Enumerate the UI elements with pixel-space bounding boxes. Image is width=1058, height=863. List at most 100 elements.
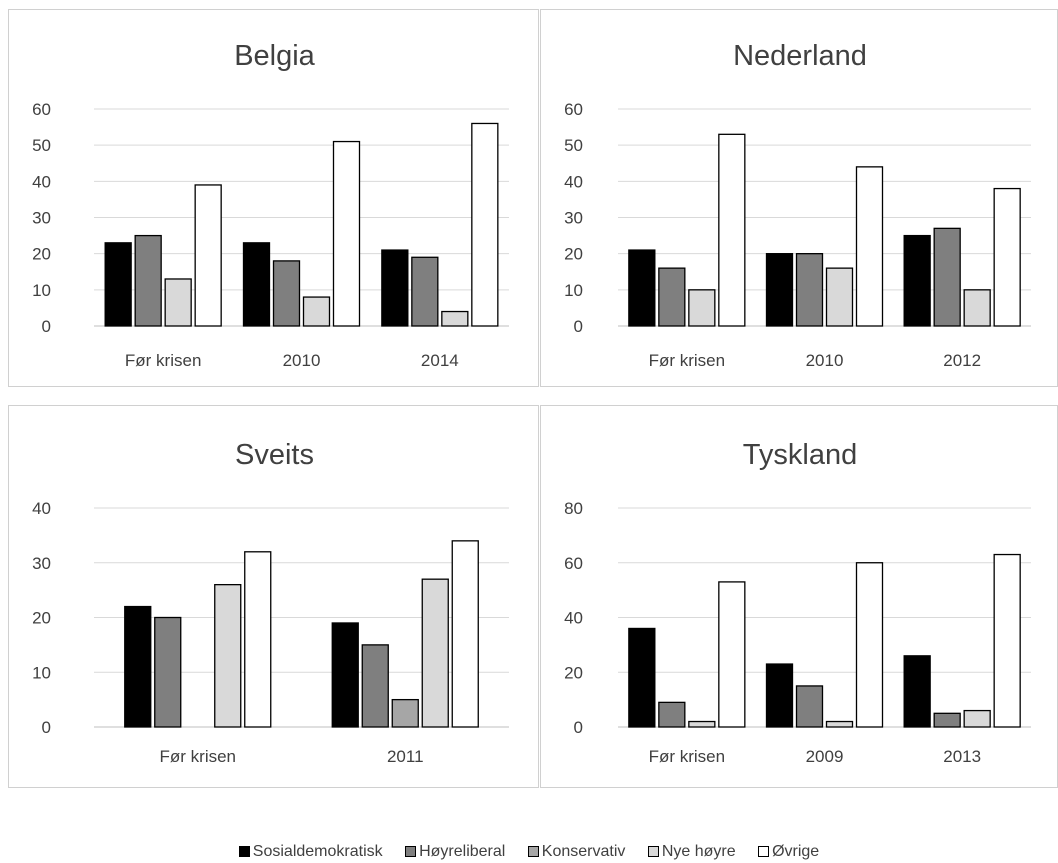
bar-ovrige bbox=[332, 140, 361, 327]
bar-sosialdemokratisk bbox=[765, 663, 794, 728]
y-tick-label: 50 bbox=[564, 136, 583, 155]
bar-sosialdemokratisk bbox=[331, 622, 359, 728]
legend-item-sosialdemokratisk: Sosialdemokratisk bbox=[238, 843, 383, 861]
bar-ovrige bbox=[244, 551, 272, 728]
y-tick-label: 20 bbox=[564, 663, 583, 682]
chart-panel-belgia: Belgia 0 10 20 30 40 50 60 Før krisen 2010 2014 bbox=[8, 9, 539, 387]
y-tick-label: 20 bbox=[32, 609, 51, 628]
chart-sveits: Sveits 0 10 20 30 40 Før krisen 2011 bbox=[32, 439, 509, 766]
y-tick-label: 80 bbox=[564, 499, 583, 518]
bar-nye-hoyre bbox=[688, 720, 716, 728]
y-tick-label: 40 bbox=[564, 609, 583, 628]
legend-swatch bbox=[758, 846, 770, 857]
legend-label: Konservativ bbox=[541, 843, 626, 860]
y-tick-label: 40 bbox=[32, 499, 51, 518]
bar-ovrige bbox=[993, 553, 1021, 728]
bar-nye-hoyre bbox=[302, 296, 331, 327]
x-tick-label: 2010 bbox=[806, 351, 844, 370]
bar-hoyreliberal bbox=[658, 701, 686, 728]
x-tick-label: Før krisen bbox=[125, 351, 202, 370]
bar-nye-hoyre bbox=[688, 289, 716, 327]
chart-panel-sveits: Sveits 0 10 20 30 40 Før krisen 2011 bbox=[8, 405, 539, 788]
y-tick-label: 60 bbox=[564, 554, 583, 573]
y-tick-label: 10 bbox=[564, 281, 583, 300]
bar-ovrige bbox=[718, 133, 746, 327]
chart-title: Belgia bbox=[234, 40, 315, 72]
bar-nye-hoyre bbox=[963, 289, 991, 327]
bar-hoyreliberal bbox=[411, 256, 439, 327]
bar-nye-hoyre bbox=[421, 578, 449, 728]
y-tick-label: 50 bbox=[32, 136, 51, 155]
bar-sosialdemokratisk bbox=[903, 234, 931, 327]
bar-sosialdemokratisk bbox=[104, 242, 132, 327]
y-tick-label: 10 bbox=[32, 663, 51, 682]
y-tick-label: 20 bbox=[32, 245, 51, 264]
legend-swatch bbox=[527, 846, 539, 857]
y-tick-label: 30 bbox=[32, 209, 51, 228]
x-tick-label: 2009 bbox=[806, 747, 844, 766]
bar-ovrige bbox=[194, 184, 222, 327]
chart-nederland: Nederland 0 10 20 30 40 50 60 Før krisen 2010 2012 bbox=[564, 40, 1031, 370]
bar-hoyreliberal bbox=[795, 685, 824, 728]
x-tick-label: 2010 bbox=[283, 351, 321, 370]
bar-hoyreliberal bbox=[933, 712, 961, 728]
y-tick-label: 0 bbox=[42, 718, 51, 737]
y-tick-label: 30 bbox=[564, 209, 583, 228]
bar-nye-hoyre bbox=[825, 267, 854, 327]
legend-label: Sosialdemokratisk bbox=[252, 843, 383, 860]
bar-ovrige bbox=[451, 540, 479, 728]
bar-sosialdemokratisk bbox=[124, 605, 152, 728]
bar-ovrige bbox=[471, 122, 499, 327]
chart-panel-tyskland: Tyskland 0 20 40 60 80 Før krisen 2009 2013 bbox=[540, 405, 1058, 788]
x-tick-label: 2014 bbox=[421, 351, 459, 370]
x-tick-label: 2011 bbox=[387, 747, 424, 766]
bar-nye-hoyre bbox=[214, 583, 242, 728]
bar-hoyreliberal bbox=[361, 644, 389, 728]
chart-belgia: Belgia 0 10 20 30 40 50 60 Før krisen 2010 2014 bbox=[32, 40, 509, 370]
bar-sosialdemokratisk bbox=[381, 249, 409, 327]
bar-ovrige bbox=[993, 187, 1021, 327]
chart-title: Nederland bbox=[733, 40, 867, 72]
bar-sosialdemokratisk bbox=[628, 627, 656, 728]
bar-nye-hoyre bbox=[164, 278, 192, 327]
legend-item-nye-hoyre: Nye høyre bbox=[647, 843, 736, 861]
legend-label: Nye høyre bbox=[661, 843, 736, 860]
legend-label: Øvrige bbox=[772, 843, 820, 860]
bar-hoyreliberal bbox=[154, 616, 182, 728]
legend-item-hoyreliberal: Høyreliberal bbox=[405, 843, 505, 861]
x-tick-label: Før krisen bbox=[160, 747, 237, 766]
legend-swatch bbox=[405, 846, 417, 857]
chart-title: Sveits bbox=[235, 439, 314, 471]
bar-nye-hoyre bbox=[825, 720, 854, 728]
y-tick-label: 10 bbox=[32, 281, 51, 300]
y-tick-label: 20 bbox=[564, 245, 583, 264]
bar-ovrige bbox=[855, 166, 884, 327]
y-tick-label: 0 bbox=[574, 317, 583, 336]
bar-nye-hoyre bbox=[441, 310, 469, 327]
y-tick-label: 0 bbox=[42, 317, 51, 336]
legend-item-ovrige: Øvrige bbox=[758, 843, 819, 861]
bar-hoyreliberal bbox=[658, 267, 686, 327]
x-tick-label: 2013 bbox=[943, 747, 981, 766]
bar-konservativ bbox=[391, 698, 419, 728]
legend-item-konservativ: Konservativ bbox=[527, 843, 626, 861]
y-tick-label: 0 bbox=[574, 718, 583, 737]
legend-swatch bbox=[647, 846, 659, 857]
x-tick-label: Før krisen bbox=[649, 351, 726, 370]
bar-hoyreliberal bbox=[272, 260, 301, 327]
chart-legend: Sosialdemokratisk Høyreliberal Konservat… bbox=[0, 843, 1058, 861]
bar-hoyreliberal bbox=[134, 234, 162, 327]
y-tick-label: 60 bbox=[32, 100, 51, 119]
bar-sosialdemokratisk bbox=[242, 242, 271, 327]
legend-swatch bbox=[238, 846, 250, 857]
y-tick-label: 40 bbox=[564, 172, 583, 191]
bar-hoyreliberal bbox=[933, 227, 961, 327]
chart-panel-nederland: Nederland 0 10 20 30 40 50 60 Før krisen 2010 2012 bbox=[540, 9, 1058, 387]
bar-sosialdemokratisk bbox=[628, 249, 656, 327]
y-tick-label: 30 bbox=[32, 554, 51, 573]
bar-nye-hoyre bbox=[963, 709, 991, 728]
bar-ovrige bbox=[718, 581, 746, 728]
x-tick-label: 2012 bbox=[943, 351, 981, 370]
legend-label: Høyreliberal bbox=[419, 843, 506, 860]
bar-sosialdemokratisk bbox=[903, 655, 931, 728]
